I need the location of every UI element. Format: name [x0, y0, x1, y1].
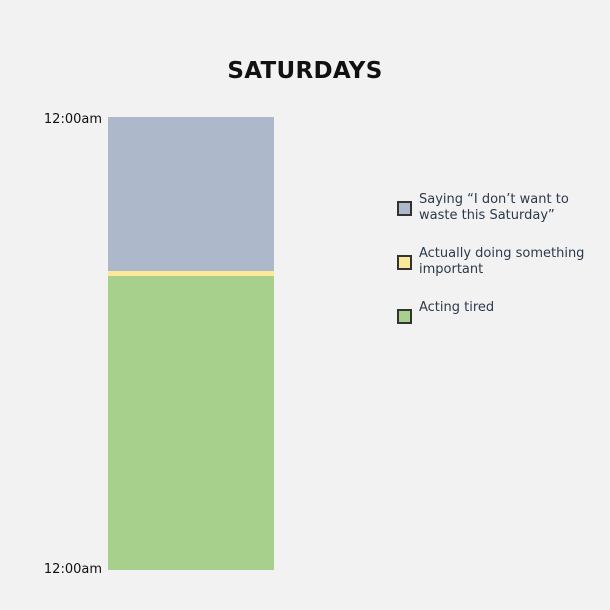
legend-label-1: Saying “I don’t want to waste this Satur…: [419, 192, 569, 223]
y-tick-top-label: 12:00am: [43, 112, 102, 127]
bar-segment-1: [108, 117, 274, 271]
y-tick-bottom-label: 12:00am: [43, 562, 102, 577]
chart-title: SATURDAYS: [227, 58, 383, 84]
legend-item-2: Actually doing something important: [397, 246, 599, 278]
legend-swatch-1: [397, 201, 412, 216]
legend-item-1: Saying “I don’t want to waste this Satur…: [397, 192, 599, 224]
legend-swatch-3: [397, 309, 412, 324]
legend-item-3: Acting tired: [397, 300, 599, 324]
bar-segment-3: [108, 275, 274, 570]
bar-segment-2: [108, 271, 274, 276]
legend-label-3: Acting tired: [419, 300, 495, 315]
legend-swatch-2: [397, 255, 412, 270]
legend-label-2: Actually doing something important: [419, 246, 585, 277]
stacked-bar: [108, 117, 274, 570]
